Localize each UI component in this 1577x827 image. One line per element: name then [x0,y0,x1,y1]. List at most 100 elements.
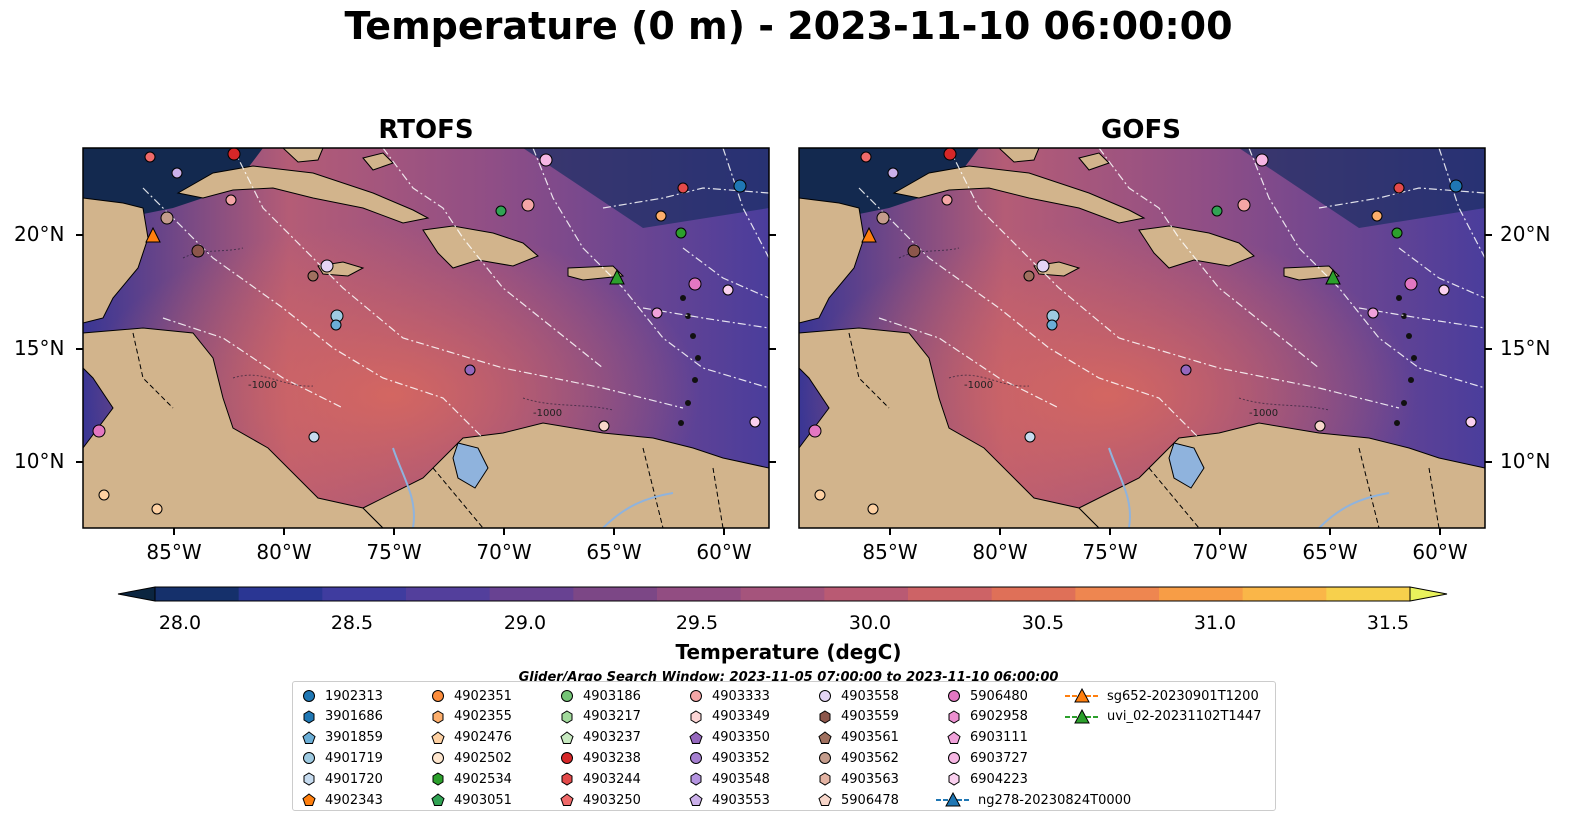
axis-ticks [76,234,1492,535]
colorbar-segment [322,587,407,601]
legend-item-label: 4903548 [712,771,770,787]
legend-item-label: 6903111 [970,730,1028,746]
legend-item-label: 6902958 [970,709,1028,725]
rtofs-markers [92,147,761,515]
lon-label-85w: 85°W [146,540,202,564]
legend-item-label: 4902343 [325,792,383,808]
colorbar-segment [740,587,825,601]
legend-item-label: 4903244 [583,771,641,787]
legend-item-label: 4901719 [325,750,383,766]
legend-item-6903111: 6903111 [946,728,1028,748]
legend-item-label: 4902351 [454,688,512,704]
legend: 1902313 3901686 3901859 4901719 4901720 49023… [292,681,1276,811]
legend-item-label: 4903349 [712,709,770,725]
legend-item-6903727: 6903727 [946,748,1028,768]
legend-item-label: 4903186 [583,688,641,704]
panel-title-rtofs: RTOFS [378,115,474,145]
legend-item-4903237: 4903237 [559,728,641,748]
legend-item-6904223: 6904223 [946,769,1028,789]
colorbar-segment [1242,587,1327,601]
colorbar-segment [657,587,742,601]
lat-label-20-right: 20°N [1500,222,1551,246]
legend-item-label: 6903727 [970,750,1028,766]
legend-item-label: 1902313 [325,688,383,704]
legend-item-4903350: 4903350 [688,728,770,748]
colorbar-segment [238,587,323,601]
legend-item-label: 5906478 [841,792,899,808]
legend-item-label: 4903558 [841,688,899,704]
colorbar-segment [155,587,240,601]
legend-item-uvi_02-20231102T1447: uvi_02-20231102T1447 [1065,707,1261,727]
lon-label-60w: 60°W [696,540,752,564]
map-panels: -1000 -1000 [76,147,1492,535]
legend-item-label: 4903553 [712,792,770,808]
legend-item-4903051: 4903051 [430,790,512,810]
colorbar-extend-max [1409,586,1448,602]
colorbar-segment [991,587,1076,601]
lon-label-80w: 80°W [256,540,312,564]
legend-item-label: 4903352 [712,750,770,766]
legend-item-label: 6904223 [970,771,1028,787]
legend-item-3901686: 3901686 [301,707,383,727]
colorbar-tick-29.0: 29.0 [503,612,547,634]
colorbar-tick-30.5: 30.5 [1021,612,1065,634]
legend-item-sg652-20230901T1200: sg652-20230901T1200 [1065,686,1259,706]
lat-label-15-right: 15°N [1500,336,1551,360]
lon-label-80w-right: 80°W [972,540,1028,564]
legend-item-4903548: 4903548 [688,769,770,789]
colorbar-segment [908,587,993,601]
legend-item-label: 4903217 [583,709,641,725]
legend-item-label: 3901686 [325,709,383,725]
colorbar [117,586,1448,602]
legend-item-label: 5906480 [970,688,1028,704]
gofs-markers [808,147,1477,515]
legend-item-5906478: 5906478 [817,790,899,810]
colorbar-tick-28.0: 28.0 [158,612,202,634]
lon-label-70w: 70°W [476,540,532,564]
colorbar-tick-31.0: 31.0 [1193,612,1237,634]
legend-item-4902502: 4902502 [430,748,512,768]
colorbar-tick-28.5: 28.5 [330,612,374,634]
legend-item-4903186: 4903186 [559,686,641,706]
lon-label-75w-right: 75°W [1082,540,1138,564]
legend-item-label: 4902355 [454,709,512,725]
legend-item-4903217: 4903217 [559,707,641,727]
legend-item-label: 4903559 [841,709,899,725]
legend-item-4903352: 4903352 [688,748,770,768]
legend-item-label: ng278-20230824T0000 [978,792,1132,808]
legend-item-4903349: 4903349 [688,707,770,727]
legend-item-4903563: 4903563 [817,769,899,789]
legend-item-6902958: 6902958 [946,707,1028,727]
colorbar-segment [406,587,491,601]
colorbar-segment [489,587,574,601]
legend-item-ng278-20230824T0000: ng278-20230824T0000 [936,790,1131,810]
colorbar-tick-30.0: 30.0 [848,612,892,634]
legend-item-4903558: 4903558 [817,686,899,706]
legend-item-label: 4902476 [454,730,512,746]
legend-item-5906480: 5906480 [946,686,1028,706]
legend-item-4903553: 4903553 [688,790,770,810]
gofs-map [798,147,1486,529]
colorbar-label: Temperature (degC) [675,640,902,664]
colorbar-segment [573,587,658,601]
lon-label-75w: 75°W [366,540,422,564]
legend-item-label: 4903350 [712,730,770,746]
legend-item-label: uvi_02-20231102T1447 [1107,709,1262,725]
colorbar-segment [1326,587,1411,601]
lon-label-60w-right: 60°W [1412,540,1468,564]
legend-item-label: 4903562 [841,750,899,766]
lon-label-65w-right: 65°W [1302,540,1358,564]
colorbar-tick-29.5: 29.5 [675,612,719,634]
lat-label-10-right: 10°N [1500,449,1551,473]
legend-item-label: 3901859 [325,730,383,746]
legend-item-label: 4903250 [583,792,641,808]
legend-item-4902476: 4902476 [430,728,512,748]
legend-item-4901719: 4901719 [301,748,383,768]
legend-item-label: 4903333 [712,688,770,704]
colorbar-segment [824,587,909,601]
figure-title: Temperature (0 m) - 2023-11-10 06:00:00 [344,4,1233,48]
lat-label-10: 10°N [14,449,65,473]
colorbar-extend-min [117,586,156,602]
legend-item-4902534: 4902534 [430,769,512,789]
legend-item-label: 4903051 [454,792,512,808]
